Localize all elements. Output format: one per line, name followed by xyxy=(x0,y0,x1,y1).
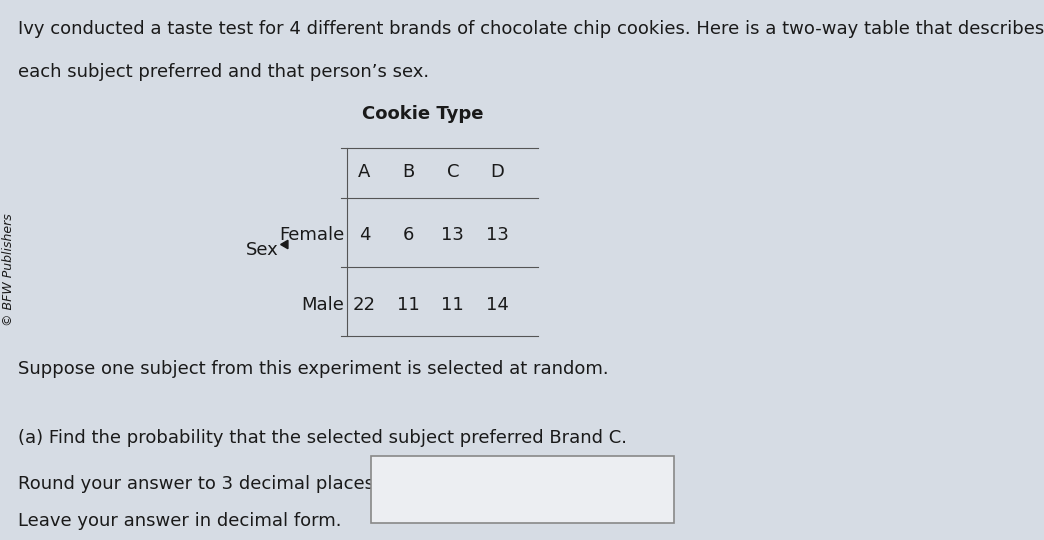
Text: (a) Find the probability that the selected subject preferred Brand C.: (a) Find the probability that the select… xyxy=(18,429,626,448)
Text: Leave your answer in decimal form.: Leave your answer in decimal form. xyxy=(18,512,341,530)
Text: Cookie Type: Cookie Type xyxy=(361,105,483,123)
Text: B: B xyxy=(403,163,414,181)
Text: 4: 4 xyxy=(359,226,371,245)
Text: 6: 6 xyxy=(403,226,414,245)
Text: Round your answer to 3 decimal places.: Round your answer to 3 decimal places. xyxy=(18,475,380,492)
Text: © BFW Publishers: © BFW Publishers xyxy=(2,214,15,326)
Text: 22: 22 xyxy=(353,295,376,314)
Text: Suppose one subject from this experiment is selected at random.: Suppose one subject from this experiment… xyxy=(18,360,609,379)
Text: Male: Male xyxy=(302,295,345,314)
Text: 14: 14 xyxy=(485,295,508,314)
Text: D: D xyxy=(490,163,504,181)
Text: Ivy conducted a taste test for 4 different brands of chocolate chip cookies. Her: Ivy conducted a taste test for 4 differe… xyxy=(18,20,1044,38)
Text: 11: 11 xyxy=(442,295,465,314)
FancyBboxPatch shape xyxy=(372,456,673,523)
Text: 13: 13 xyxy=(442,226,465,245)
Text: 11: 11 xyxy=(398,295,420,314)
Text: Female: Female xyxy=(279,226,345,245)
Text: A: A xyxy=(358,163,371,181)
Text: Sex: Sex xyxy=(245,241,279,259)
Text: C: C xyxy=(447,163,459,181)
Text: 13: 13 xyxy=(485,226,508,245)
Text: each subject preferred and that person’s sex.: each subject preferred and that person’s… xyxy=(18,63,429,80)
